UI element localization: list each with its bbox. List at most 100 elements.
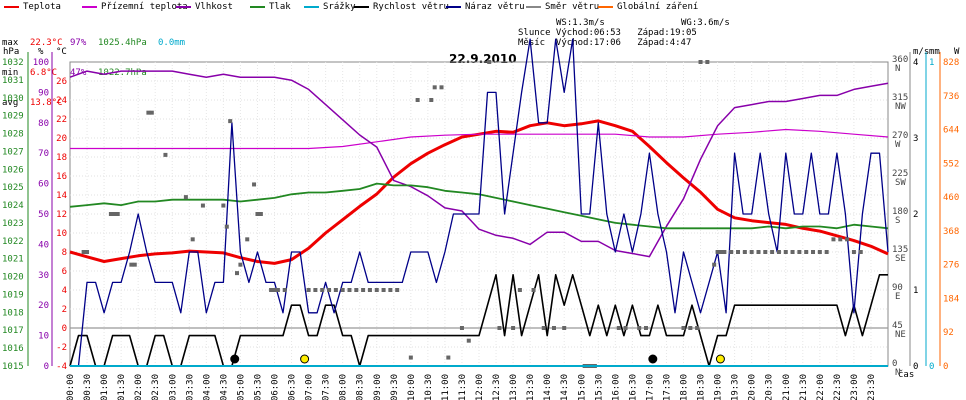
wind-direction-point	[797, 250, 802, 254]
legend-label: Globální záření	[617, 2, 699, 12]
moonrise-marker	[648, 354, 658, 364]
pressure-tick-label: 1030	[2, 94, 24, 104]
axis-title-pct: %	[38, 47, 44, 57]
wind-direction-point	[718, 250, 723, 254]
wind-direction-point	[487, 60, 492, 64]
pressure-tick-label: 1015	[2, 362, 24, 372]
sun-moon-block: WS:1.3m/s WG:3.6m/s Slunce Východ:06:53 Z…	[518, 18, 730, 48]
axis-title-w: W	[954, 47, 960, 57]
time-tick-label: 08:30	[356, 374, 366, 400]
time-tick-label: 09:00	[373, 374, 383, 400]
time-tick-label: 18:30	[697, 374, 707, 400]
time-tick-label: 15:00	[577, 374, 587, 400]
time-tick-label: 22:30	[833, 374, 843, 400]
wind-direction-point	[831, 237, 836, 242]
sun-times: Slunce Východ:06:53 Západ:19:05	[518, 28, 697, 38]
time-tick-label: 05:00	[236, 374, 246, 400]
pressure-tick-label: 1020	[2, 273, 24, 283]
wind-direction-point	[327, 288, 332, 292]
wind-direction-point	[681, 326, 686, 330]
direction-compass-label: S	[895, 216, 900, 226]
time-tick-label: 09:30	[390, 374, 400, 400]
pressure-tick-label: 1031	[2, 76, 24, 86]
legend-swatch	[304, 5, 319, 8]
temp-tick-label: -4	[56, 362, 67, 372]
direction-compass-label: SW	[895, 178, 906, 188]
wind-direction-point	[282, 288, 287, 292]
wind-direction-point	[688, 326, 693, 330]
axis-title-hpa: hPa	[3, 47, 20, 57]
wind-direction-point	[381, 288, 386, 292]
radiation-tick-label: 644	[943, 126, 959, 136]
humidity-tick-label: 90	[38, 88, 49, 98]
sun-event-marker	[715, 354, 725, 364]
wind-direction-point	[429, 98, 434, 102]
wind-direction-point	[235, 271, 240, 276]
humidity-tick-label: 10	[38, 332, 49, 342]
legend-swatch	[446, 5, 461, 8]
legend-label: Srážky	[323, 2, 356, 12]
legend-swatch	[250, 5, 265, 8]
time-tick-label: 13:30	[526, 374, 536, 400]
legend-label: Tlak	[269, 2, 291, 12]
wind-tick-label: 4	[913, 58, 918, 68]
wind-direction-point	[466, 338, 471, 343]
wind-direction-point	[817, 250, 822, 254]
wind-direction-point	[129, 262, 134, 267]
wind-direction-point	[446, 355, 451, 360]
stats-max-hum: 97%	[70, 38, 87, 48]
wind-direction-point	[790, 250, 795, 254]
humidity-tick-label: 60	[38, 180, 49, 190]
legend-label: Rychlost větru	[373, 2, 449, 12]
humidity-tick-label: 20	[38, 301, 49, 311]
time-tick-label: 16:00	[611, 374, 621, 400]
wind-direction-point	[221, 203, 226, 208]
wind-tick-label: 3	[913, 134, 918, 144]
direction-tick-label: 180	[892, 207, 908, 217]
time-tick-label: 00:00	[66, 374, 76, 400]
time-tick-label: 12:30	[492, 374, 502, 400]
wind-direction-point	[255, 212, 260, 216]
stats-min-temp: 6.8°C	[30, 68, 58, 78]
wind-direction-point	[637, 326, 642, 330]
legend-swatch	[598, 5, 613, 8]
rain-tick-label: 0	[929, 362, 934, 372]
stats-max-temp: 22.3°C	[30, 38, 63, 48]
time-tick-label: 15:30	[594, 374, 604, 400]
temp-tick-label: 4	[62, 286, 67, 296]
stats-block: max 22.3°C 97% 1025.4hPa 0.0mm min 6.8°C 47% 10…	[2, 18, 185, 128]
pressure-tick-label: 1032	[2, 58, 24, 68]
wind-direction-point	[851, 250, 856, 254]
legend-swatch	[176, 5, 191, 8]
pressure-tick-label: 1026	[2, 165, 24, 175]
wind-direction-point	[439, 85, 444, 90]
wind-direction-point	[722, 250, 727, 254]
temp-tick-label: 20	[56, 134, 67, 144]
legend-label: Teplota	[23, 2, 61, 12]
pressure-tick-label: 1024	[2, 201, 24, 211]
wind-direction-point	[163, 152, 168, 157]
wind-direction-point	[511, 326, 516, 330]
temp-tick-label: 12	[56, 210, 67, 220]
wind-direction-point	[85, 250, 90, 254]
wind-direction-point	[845, 237, 850, 242]
time-tick-label: 00:30	[83, 374, 93, 400]
radiation-tick-label: 736	[943, 92, 959, 102]
time-tick-label: 03:30	[185, 374, 195, 400]
legend: Teplota Přízemní teplota Vlhkost Tlak Srážky…	[0, 2, 966, 16]
stats-avg-row: avg 13.8°C	[2, 98, 185, 108]
time-tick-label: 02:30	[151, 374, 161, 400]
wind-direction-point	[146, 110, 151, 115]
temp-tick-label: 26	[56, 77, 67, 87]
time-tick-label: 19:00	[714, 374, 724, 400]
stats-min-row: min 6.8°C 47% 1022.7hPa	[2, 68, 185, 78]
wind-direction-point	[415, 98, 420, 102]
pressure-tick-label: 1019	[2, 290, 24, 300]
radiation-tick-label: 0	[943, 362, 948, 372]
temp-tick-label: 0	[62, 324, 67, 334]
stats-avg-label: avg	[2, 98, 19, 108]
wind-gust-avg: WG:3.6m/s	[681, 18, 730, 28]
time-tick-label: 17:30	[662, 374, 672, 400]
wind-direction-point	[736, 250, 741, 254]
time-tick-label: 01:30	[117, 374, 127, 400]
